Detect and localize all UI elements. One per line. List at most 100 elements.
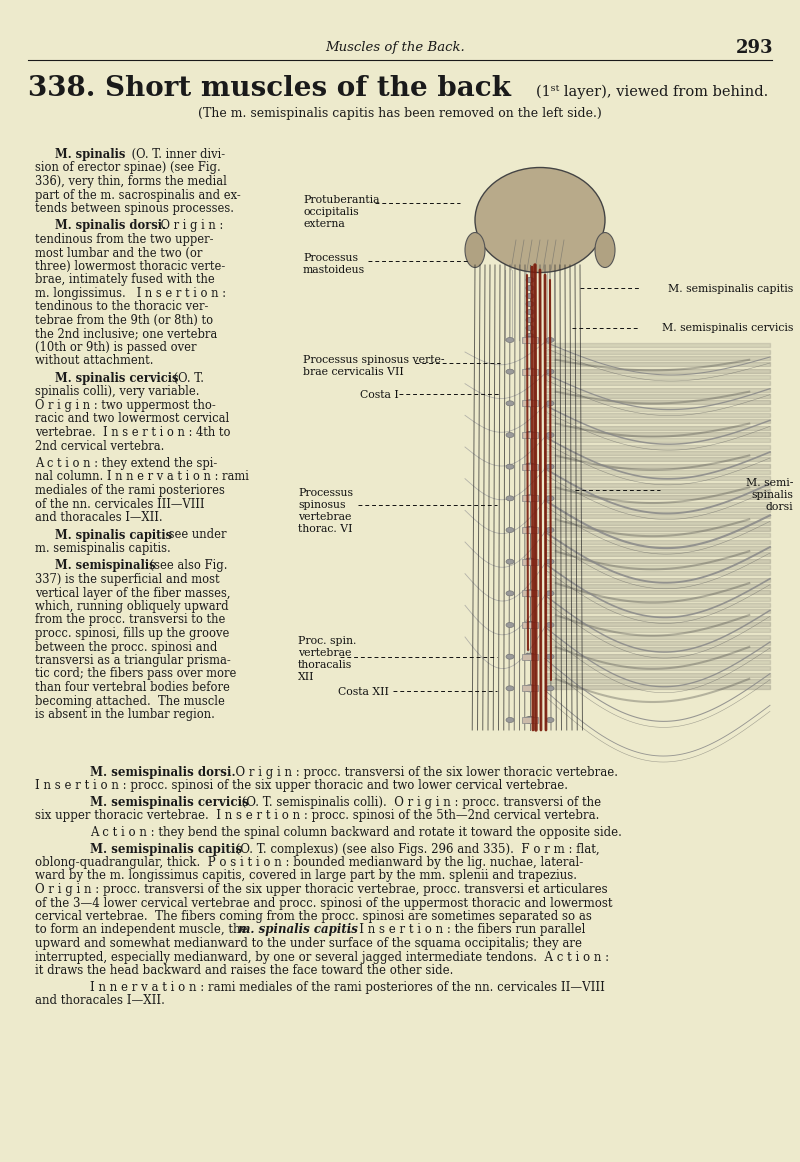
Text: (10th or 9th) is passed over: (10th or 9th) is passed over — [35, 340, 197, 354]
Text: vertebrae: vertebrae — [298, 648, 351, 658]
Ellipse shape — [506, 370, 514, 374]
Bar — [522, 337, 538, 343]
Text: O r i g i n :: O r i g i n : — [157, 220, 223, 232]
Text: externa: externa — [303, 218, 345, 229]
Bar — [522, 654, 538, 660]
Ellipse shape — [546, 717, 554, 723]
Ellipse shape — [524, 431, 536, 438]
Text: of the nn. cervicales III—VIII: of the nn. cervicales III—VIII — [35, 497, 205, 510]
Bar — [522, 622, 538, 627]
Ellipse shape — [506, 623, 514, 627]
Text: the 2nd inclusive; one vertebra: the 2nd inclusive; one vertebra — [35, 328, 218, 340]
Text: without attachment.: without attachment. — [35, 354, 154, 367]
Ellipse shape — [506, 590, 514, 596]
Text: vertebrae: vertebrae — [298, 512, 351, 522]
Text: which, running obliquely upward: which, running obliquely upward — [35, 600, 229, 614]
Ellipse shape — [524, 684, 536, 691]
Ellipse shape — [546, 401, 554, 406]
Text: (see also Fig.: (see also Fig. — [146, 559, 227, 573]
Ellipse shape — [524, 558, 536, 565]
Ellipse shape — [506, 464, 514, 469]
Text: occipitalis: occipitalis — [303, 207, 358, 217]
Ellipse shape — [506, 686, 514, 691]
Ellipse shape — [506, 528, 514, 532]
Text: and thoracales I—XII.: and thoracales I—XII. — [35, 994, 165, 1007]
Text: M. spinalis cervicis: M. spinalis cervicis — [55, 372, 178, 385]
Text: it draws the head backward and raises the face toward the other side.: it draws the head backward and raises th… — [35, 964, 454, 977]
Ellipse shape — [506, 401, 514, 406]
Ellipse shape — [546, 623, 554, 627]
Text: three) lowermost thoracic verte-: three) lowermost thoracic verte- — [35, 260, 226, 273]
Ellipse shape — [546, 370, 554, 374]
Text: O r i g i n : procc. transversi of the six lower thoracic vertebrae.: O r i g i n : procc. transversi of the s… — [228, 766, 618, 779]
Text: cervical vertebrae.  The fibers coming from the procc. spinosi are sometimes sep: cervical vertebrae. The fibers coming fr… — [35, 910, 592, 923]
Bar — [522, 432, 538, 438]
Ellipse shape — [524, 337, 536, 344]
Text: nal column. I n n e r v a t i o n : rami: nal column. I n n e r v a t i o n : rami — [35, 471, 249, 483]
Text: (O. T. semispinalis colli).  O r i g i n : procc. transversi of the: (O. T. semispinalis colli). O r i g i n … — [238, 796, 601, 809]
Text: M. semispinalis cervicis: M. semispinalis cervicis — [90, 796, 249, 809]
Text: six upper thoracic vertebrae.  I n s e r t i o n : procc. spinosi of the 5th—2nd: six upper thoracic vertebrae. I n s e r … — [35, 810, 599, 823]
Text: upward and somewhat medianward to the under surface of the squama occipitalis; t: upward and somewhat medianward to the un… — [35, 937, 582, 951]
Text: 2nd cervical vertebra.: 2nd cervical vertebra. — [35, 439, 164, 452]
Text: thorac. VI: thorac. VI — [298, 524, 353, 535]
Text: m. longissimus.   I n s e r t i o n :: m. longissimus. I n s e r t i o n : — [35, 287, 226, 300]
Text: from the procc. transversi to the: from the procc. transversi to the — [35, 614, 226, 626]
Ellipse shape — [546, 654, 554, 659]
Text: O r i g i n : two uppermost tho-: O r i g i n : two uppermost tho- — [35, 399, 216, 413]
Ellipse shape — [506, 496, 514, 501]
Text: spinalis: spinalis — [751, 490, 793, 500]
Ellipse shape — [526, 294, 534, 299]
Ellipse shape — [546, 432, 554, 438]
Text: interrupted, especially medianward, by one or several jagged intermediate tendon: interrupted, especially medianward, by o… — [35, 951, 609, 963]
Ellipse shape — [546, 496, 554, 501]
Bar — [522, 401, 538, 407]
Text: procc. spinosi, fills up the groove: procc. spinosi, fills up the groove — [35, 627, 230, 640]
Text: and thoracales I—XII.: and thoracales I—XII. — [35, 511, 162, 524]
Text: tendinous to the thoracic ver-: tendinous to the thoracic ver- — [35, 301, 208, 314]
Text: M. spinalis dorsi.: M. spinalis dorsi. — [55, 220, 166, 232]
Text: spinosus: spinosus — [298, 500, 346, 510]
Text: sion of erector spinae) (see Fig.: sion of erector spinae) (see Fig. — [35, 162, 221, 174]
Text: racic and two lowermost cervical: racic and two lowermost cervical — [35, 413, 230, 425]
Ellipse shape — [524, 464, 536, 471]
Bar — [522, 559, 538, 565]
Ellipse shape — [526, 309, 534, 315]
Bar — [290, 170, 795, 745]
Text: .  I n s e r t i o n : the fibers run parallel: . I n s e r t i o n : the fibers run par… — [348, 924, 586, 937]
Text: (O. T. inner divi-: (O. T. inner divi- — [128, 148, 225, 162]
Text: oblong-quadrangular, thick.  P o s i t i o n : bounded medianward by the lig. nu: oblong-quadrangular, thick. P o s i t i … — [35, 856, 583, 869]
Text: becoming attached.  The muscle: becoming attached. The muscle — [35, 695, 225, 708]
Text: dorsi: dorsi — [766, 502, 793, 512]
Ellipse shape — [524, 717, 536, 724]
Ellipse shape — [524, 590, 536, 597]
Ellipse shape — [546, 464, 554, 469]
Text: I n n e r v a t i o n : rami mediales of the rami posteriores of the nn. cervica: I n n e r v a t i o n : rami mediales of… — [90, 981, 605, 994]
Text: 337) is the superficial and most: 337) is the superficial and most — [35, 573, 220, 586]
Ellipse shape — [526, 333, 534, 338]
Ellipse shape — [546, 559, 554, 565]
Bar — [522, 528, 538, 533]
Ellipse shape — [546, 686, 554, 691]
Text: XII: XII — [298, 672, 314, 682]
Ellipse shape — [546, 337, 554, 343]
Ellipse shape — [524, 526, 536, 533]
Text: transversi as a triangular prisma-: transversi as a triangular prisma- — [35, 654, 230, 667]
Text: spinalis colli), very variable.: spinalis colli), very variable. — [35, 386, 199, 399]
Text: tends between spinous processes.: tends between spinous processes. — [35, 202, 234, 215]
Text: than four vertebral bodies before: than four vertebral bodies before — [35, 681, 230, 694]
Text: brae cervicalis VII: brae cervicalis VII — [303, 367, 404, 376]
Text: M. spinalis capitis: M. spinalis capitis — [55, 529, 172, 541]
Text: 338. Short muscles of the back: 338. Short muscles of the back — [28, 74, 511, 101]
Text: M. semispinalis dorsi.: M. semispinalis dorsi. — [90, 766, 236, 779]
Ellipse shape — [506, 654, 514, 659]
Bar — [522, 717, 538, 723]
Text: M. spinalis: M. spinalis — [55, 148, 126, 162]
Ellipse shape — [526, 286, 534, 290]
Text: most lumbar and the two (or: most lumbar and the two (or — [35, 246, 202, 259]
Text: ward by the m. longissimus capitis, covered in large part by the mm. splenii and: ward by the m. longissimus capitis, cove… — [35, 869, 577, 882]
Ellipse shape — [524, 495, 536, 502]
Text: part of the m. sacrospinalis and ex-: part of the m. sacrospinalis and ex- — [35, 188, 241, 201]
Ellipse shape — [475, 167, 605, 273]
Text: Protuberantia: Protuberantia — [303, 195, 379, 205]
